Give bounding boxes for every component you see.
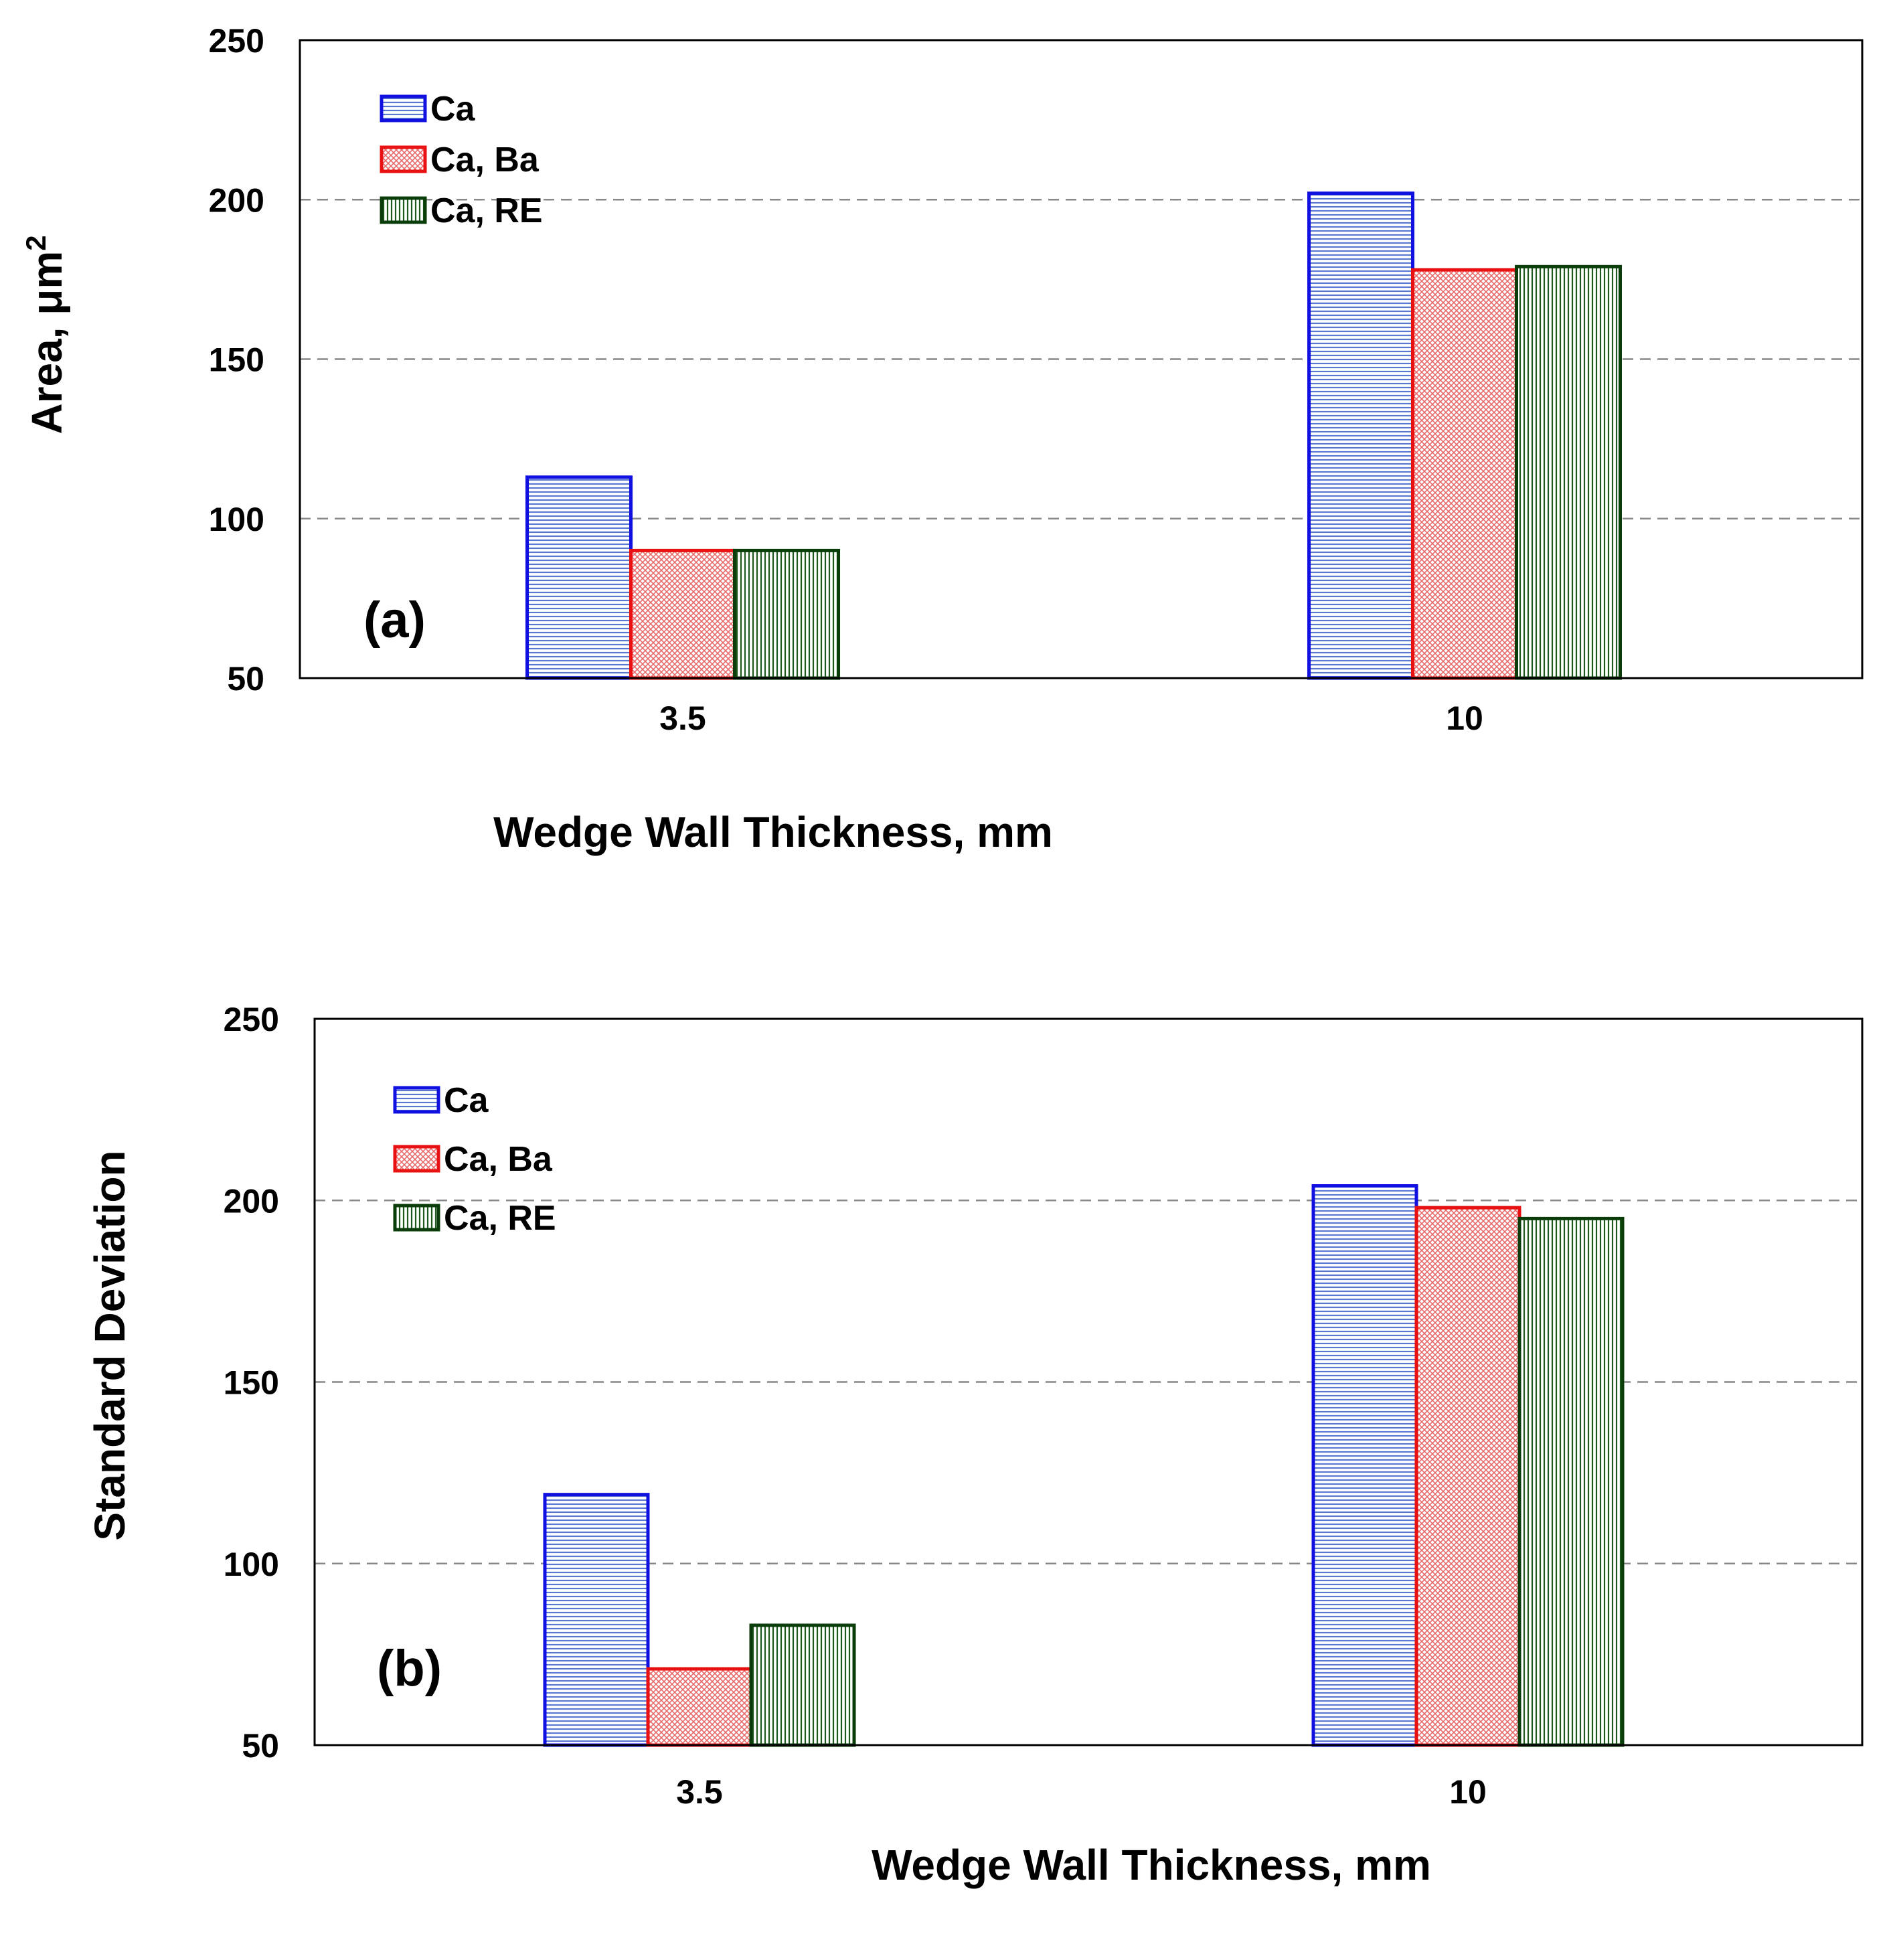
y-tick-label-100: 100: [224, 1546, 279, 1583]
bar-ca-ba-3-5: [629, 548, 736, 680]
legend-swatch-ca-ba: [393, 1145, 440, 1173]
legend-label-ca: Ca: [430, 90, 476, 129]
panel-b-bars: [543, 1184, 1625, 1747]
x-tick-label-10: 10: [1449, 1773, 1487, 1811]
panel-b-x-axis-label: Wedge Wall Thickness, mm: [872, 1841, 1431, 1889]
panel-a-x-axis-label: Wedge Wall Thickness, mm: [493, 808, 1053, 856]
legend-swatch-ca: [380, 94, 427, 122]
legend-swatch-ca-re: [393, 1204, 440, 1232]
panel-a-y-axis-label: Area, μm2: [20, 235, 71, 434]
bar-ca-ba-10: [1414, 1206, 1521, 1747]
bar-ca-10: [1311, 1184, 1418, 1747]
bar-ca-3-5: [525, 475, 633, 680]
legend-swatch-ca-ba: [380, 145, 427, 173]
panel-b-y-axis-label: Standard Deviation: [86, 1150, 134, 1540]
legend-swatch-ca-re: [380, 196, 427, 224]
bar-ca-re-10: [1515, 264, 1622, 680]
legend-swatch-ca: [393, 1086, 440, 1114]
bar-ca-10: [1307, 191, 1414, 680]
panel-b-legend: Ca Ca, Ba Ca, RE: [393, 1081, 556, 1238]
panel-a-plot-frame: [299, 39, 1864, 679]
y-tick-label-150: 150: [209, 341, 264, 379]
y-tick-label-50: 50: [242, 1727, 279, 1765]
legend-label-ca-re: Ca, RE: [430, 191, 543, 230]
panel-a-y-ticks: 50 100 150 200 250: [209, 22, 264, 698]
bar-ca-ba-10: [1411, 268, 1518, 680]
x-tick-label-3-5: 3.5: [659, 700, 706, 737]
legend-label-ca: Ca: [444, 1081, 489, 1120]
y-tick-label-250: 250: [224, 1001, 279, 1038]
panel-b-y-ticks: 50 100 150 200 250: [224, 1001, 279, 1765]
legend-label-ca-ba: Ca, Ba: [444, 1140, 553, 1179]
y-tick-label-200: 200: [209, 181, 264, 219]
panel-a-legend: Ca Ca, Ba Ca, RE: [380, 90, 543, 230]
panel-b-x-ticks: 3.5 10: [676, 1773, 1487, 1811]
panel-a-bars: [525, 191, 1622, 680]
y-tick-label-150: 150: [224, 1364, 279, 1402]
y-tick-label-50: 50: [227, 660, 264, 698]
x-tick-label-10: 10: [1446, 700, 1483, 737]
panel-b-plot-frame: [313, 1017, 1864, 1746]
panel-a-x-ticks: 3.5 10: [659, 700, 1483, 737]
panel-a-gridlines: [300, 199, 1862, 519]
y-tick-label-250: 250: [209, 22, 264, 60]
y-tick-label-200: 200: [224, 1182, 279, 1220]
bar-ca-ba-3-5: [646, 1667, 753, 1747]
bar-ca-re-10: [1517, 1216, 1625, 1747]
legend-label-ca-ba: Ca, Ba: [430, 141, 540, 179]
legend-label-ca-re: Ca, RE: [444, 1199, 556, 1238]
panel-a-label: (a): [363, 592, 426, 649]
bar-ca-re-3-5: [733, 548, 840, 680]
bar-ca-re-3-5: [749, 1623, 856, 1747]
y-tick-label-100: 100: [209, 501, 264, 538]
panel-a-chart: 50 100 150 200 250 3.5 10 Area, μm2 Wedge Wal…: [20, 22, 1864, 856]
panel-b-label: (b): [377, 1640, 442, 1697]
bar-ca-3-5: [543, 1493, 650, 1747]
x-tick-label-3-5: 3.5: [676, 1773, 723, 1811]
